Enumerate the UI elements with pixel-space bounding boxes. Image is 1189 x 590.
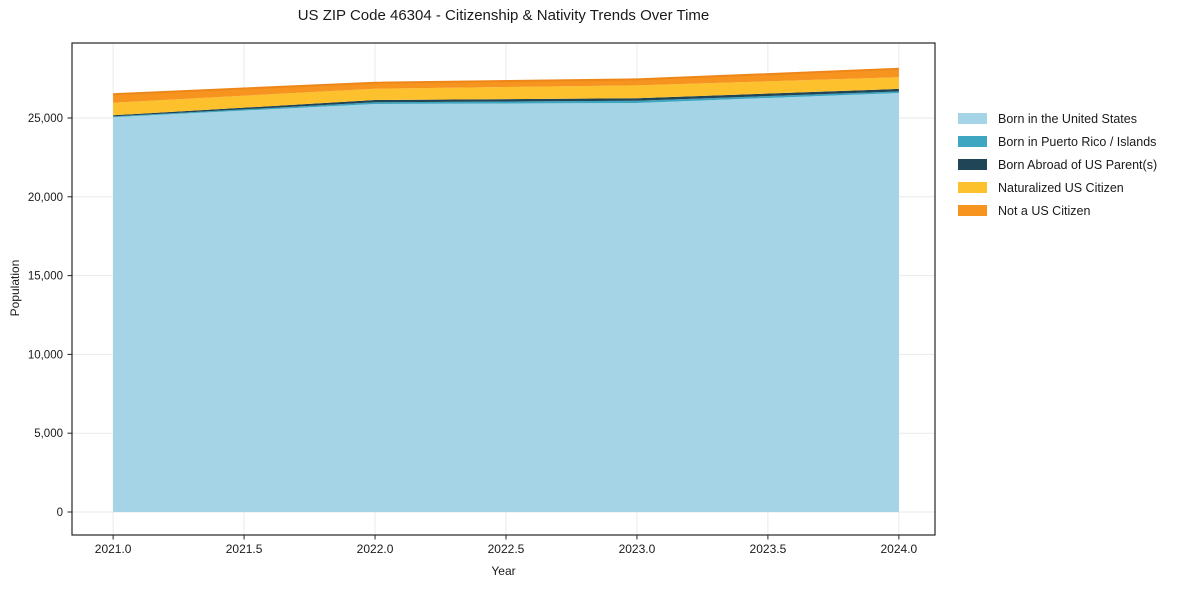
y-tick-label: 25,000 (28, 113, 63, 125)
stack-top-edge (113, 67, 899, 96)
x-tick-label: 2021.5 (226, 542, 263, 556)
legend-swatch (958, 205, 987, 216)
y-tick-label: 5,000 (34, 428, 63, 440)
legend-item-4: Not a US Citizen (958, 199, 1157, 222)
x-axis-label: Year (491, 564, 516, 578)
legend-item-2: Born Abroad of US Parent(s) (958, 153, 1157, 176)
legend-item-1: Born in Puerto Rico / Islands (958, 130, 1157, 153)
legend-label: Naturalized US Citizen (998, 180, 1124, 195)
legend: Born in the United States Born in Puerto … (958, 107, 1157, 222)
legend-label: Born in the United States (998, 111, 1137, 126)
legend-swatch (958, 136, 987, 147)
legend-item-3: Naturalized US Citizen (958, 176, 1157, 199)
y-tick-label: 0 (57, 507, 63, 519)
area-series-3 (113, 77, 899, 116)
legend-label: Born Abroad of US Parent(s) (998, 157, 1158, 172)
y-axis-label: Population (8, 259, 22, 317)
chart-title: US ZIP Code 46304 - Citizenship & Nativi… (297, 7, 710, 24)
x-tick-label: 2021.0 (95, 542, 132, 556)
x-tick-label: 2023.5 (750, 542, 787, 556)
x-tick-label: 2023.0 (619, 542, 656, 556)
axes-spines (71, 42, 936, 536)
legend-label: Not a US Citizen (998, 203, 1091, 218)
y-tick-label: 10,000 (28, 349, 63, 361)
legend-swatch (958, 159, 987, 170)
legend-swatch (958, 113, 987, 124)
x-tick-label: 2024.0 (881, 542, 918, 556)
area-series-0 (113, 93, 899, 512)
x-tick-label: 2022.5 (488, 542, 525, 556)
legend-item-0: Born in the United States (958, 107, 1157, 130)
y-tick-label: 15,000 (28, 271, 63, 283)
y-tick-label: 20,000 (28, 192, 63, 204)
legend-swatch (958, 182, 987, 193)
legend-label: Born in Puerto Rico / Islands (998, 134, 1157, 149)
x-tick-label: 2022.0 (357, 542, 394, 556)
